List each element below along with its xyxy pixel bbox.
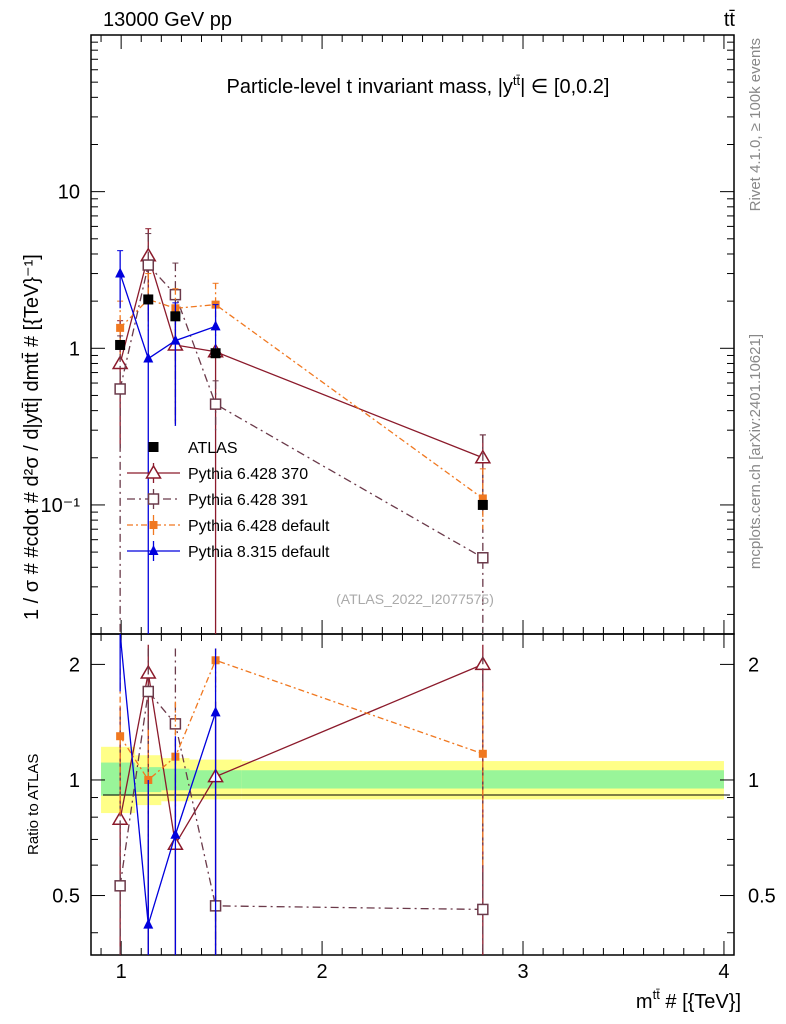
x-tick-label: 2	[317, 961, 328, 983]
line-pythia-6-428-370	[119, 253, 484, 459]
legend-marker-pythia-8-315-default	[148, 545, 159, 555]
point-pythia-8-315-default	[170, 334, 181, 345]
x-tick-label: 1	[116, 961, 127, 983]
title-post: invariant mass, |y	[352, 76, 513, 98]
legend-label-pythia-6-428-391: Pythia 6.428 391	[188, 492, 308, 509]
title-sup: tt̄	[513, 73, 521, 88]
y-axis-label: 1 / σ # #cdot # d²σ / d|ytt̄| dmtt̄ # [{…	[21, 254, 43, 620]
point-pythia-8-315-default	[143, 352, 154, 363]
y-tick-label: 10	[58, 182, 80, 204]
point-pythia-6-428-391	[209, 398, 222, 410]
point-atlas	[210, 348, 221, 359]
ratio-tick-label-right: 1	[748, 770, 759, 792]
legend-marker-pythia-6-428-391	[147, 493, 160, 505]
xlabel-sup: tt̄	[653, 987, 661, 1002]
point-pythia-6-428-default	[116, 323, 125, 332]
x-axis-label: mtt̄ # [{TeV}]	[636, 987, 741, 1013]
ratio-tick-label-right: 2	[748, 654, 759, 676]
point-pythia-6-428-default	[478, 494, 487, 503]
point-pythia-6-428-391	[142, 259, 155, 271]
ratio-tick-label: 0.5	[52, 886, 80, 908]
y-tick-label: 10⁻¹	[41, 495, 81, 517]
watermark: (ATLAS_2022_I2077575)	[336, 591, 494, 607]
chart-title: Particle-level t invariant mass, |ytt̄| …	[227, 73, 610, 98]
ratio-series	[111, 633, 492, 955]
ratio-point-pythia-6-428-default	[478, 749, 487, 758]
title-range: | ∈ [0,0.2]	[520, 76, 609, 98]
point-pythia-6-428-370	[111, 354, 129, 370]
legend-marker-pythia-6-428-370	[145, 464, 162, 479]
rivet-label: Rivet 4.1.0, ≥ 100k events	[747, 38, 764, 211]
legend-label-pythia-8-315-default: Pythia 8.315 default	[188, 544, 330, 561]
ratio-point-pythia-6-428-391	[477, 903, 489, 916]
xlabel-rest: # [{TeV}]	[660, 991, 741, 1013]
point-atlas	[170, 311, 181, 322]
legend-label-atlas: ATLAS	[188, 440, 238, 457]
axis-ticks: 1 2 3 4 10 1 10⁻¹ 2 2 1 1 0.5 0.5	[41, 35, 776, 983]
point-pythia-8-315-default	[115, 267, 126, 278]
ratio-point-pythia-8-315-default	[210, 706, 221, 717]
ratio-point-pythia-8-315-default	[143, 918, 154, 929]
ratio-point-pythia-8-315-default	[170, 828, 181, 839]
ratio-uncertainty-bands	[101, 746, 724, 814]
legend-label-pythia-6-428-default: Pythia 6.428 default	[188, 518, 330, 535]
line-pythia-8-315-default	[119, 273, 216, 360]
ratio-tick-label-right: 0.5	[748, 886, 776, 908]
xlabel-main: m	[636, 991, 653, 1013]
ratio-line-pythia-8-315-default	[119, 633, 217, 925]
header-left: 13000 GeV pp	[103, 9, 232, 31]
ratio-tick-label: 1	[69, 770, 80, 792]
point-pythia-8-315-default	[210, 320, 221, 331]
y-tick-label: 1	[69, 338, 80, 360]
mcplots-label: mcplots.cern.ch [arXiv:2401.10621]	[747, 334, 764, 569]
ratio-point-pythia-6-428-391	[142, 685, 155, 698]
ratio-tick-label: 2	[69, 654, 80, 676]
legend-label-pythia-6-428-370: Pythia 6.428 370	[188, 466, 308, 483]
point-pythia-6-428-391	[477, 552, 489, 564]
point-atlas	[477, 499, 488, 510]
legend-marker-pythia-6-428-default	[149, 521, 158, 529]
x-tick-label: 4	[718, 961, 729, 983]
ratio-y-axis-label: Ratio to ATLAS	[25, 754, 42, 855]
legend-marker-atlas	[148, 442, 159, 452]
point-atlas	[143, 294, 154, 305]
x-tick-label: 3	[517, 961, 528, 983]
point-atlas	[115, 339, 126, 350]
ratio-point-pythia-6-428-391	[114, 880, 126, 892]
point-pythia-6-428-391	[114, 383, 126, 395]
legend: ATLAS Pythia 6.428 370 Pythia 6.428 391 Pyt…	[127, 440, 330, 561]
title-pre: Particle-level t	[227, 76, 353, 98]
header-right: tt̄	[724, 9, 736, 31]
main-series	[111, 228, 492, 634]
ratio-plot-frame	[90, 633, 735, 956]
ratio-point-pythia-6-428-default	[116, 732, 125, 741]
